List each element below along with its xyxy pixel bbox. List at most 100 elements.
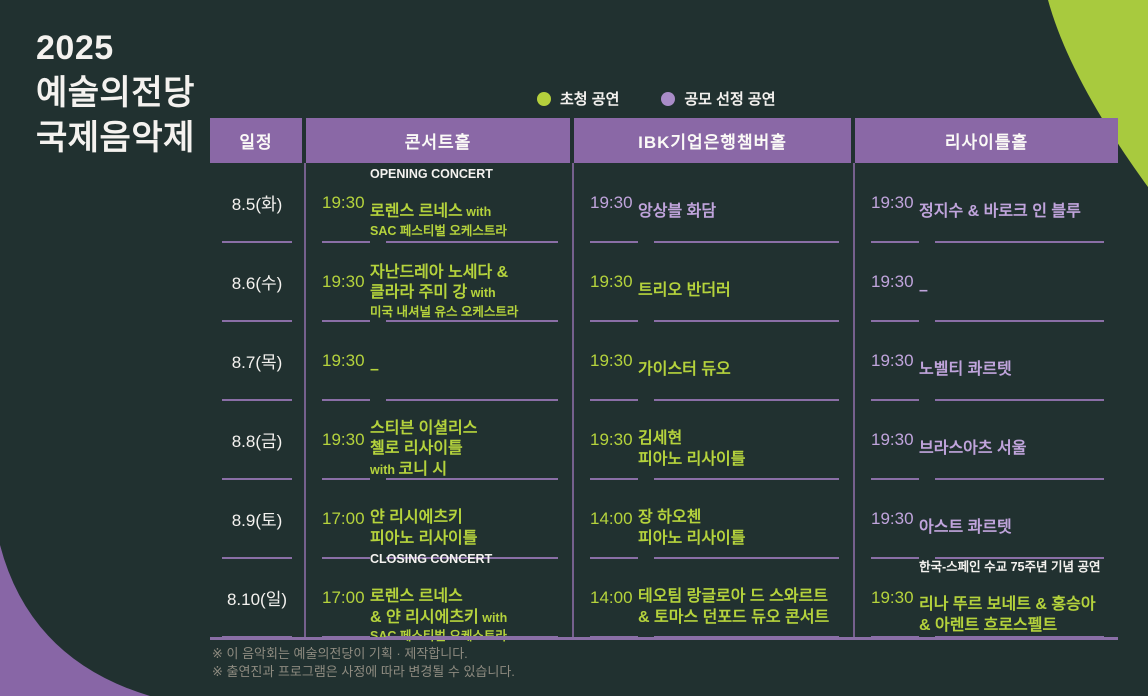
concert-hall-cell: 19:30 자난드레아 노세다 & 클라라 주미 강 with 미국 내셔널 유… <box>304 242 572 322</box>
corner-purple-shape <box>0 545 150 696</box>
legend-item-invited: 초청 공연 <box>537 88 619 109</box>
time-label: 19:30 <box>590 271 633 291</box>
program-note: OPENING CONCERT <box>370 167 493 182</box>
separator <box>386 399 558 401</box>
separator <box>871 478 919 480</box>
separator <box>935 241 1104 243</box>
program-info: 테오팀 랑글로아 드 스와르트 & 토마스 던포드 듀오 콘서트 <box>638 547 843 648</box>
time-label: 17:00 <box>322 508 365 528</box>
separator <box>322 557 370 559</box>
separator <box>222 478 292 480</box>
date-label: 8.9(토) <box>231 511 283 530</box>
program-info: 앙상블 화담 <box>638 162 843 242</box>
date-label: 8.6(수) <box>231 274 283 293</box>
purple-dot-icon <box>661 91 676 106</box>
separator <box>590 399 638 401</box>
program-info: 스티븐 이셜리스 첼로 리사이틀 with 코니 시 <box>370 379 562 500</box>
recital-hall-cell: 19:30 브라스아츠 서울 <box>853 400 1118 480</box>
separator <box>654 478 839 480</box>
recital-hall-cell: 19:30 한국-스페인 수교 75주년 기념 공연 리나 뚜르 보네트 & 홍… <box>853 558 1118 638</box>
date-cell: 8.8(금) <box>210 400 304 480</box>
header-ibk-chamber-hall: IBK기업은행챔버홀 <box>574 118 851 163</box>
program-title: 브라스아츠 서울 <box>919 440 1027 458</box>
footnote-line: ※ 이 음악회는 예술의전당이 기획 · 제작합니다. <box>212 646 468 661</box>
concert-hall-cell: 19:30 OPENING CONCERT 로렌스 르네스 with SAC 페… <box>304 163 572 243</box>
table-header-row: 일정 콘서트홀 IBK기업은행챔버홀 리사이틀홀 <box>210 118 1118 163</box>
program-info: 정지수 & 바로크 인 블루 <box>919 162 1108 242</box>
program-title: 정지수 & 바로크 인 블루 <box>919 203 1081 221</box>
time-label: 14:00 <box>590 587 633 607</box>
time-label: 19:30 <box>871 508 914 528</box>
time-label: 19:30 <box>871 192 914 212</box>
ibk-hall-cell: 19:30 앙상블 화담 <box>572 162 853 243</box>
concert-hall-cell: 17:00 CLOSING CONCERT 로렌스 르네스 & 얀 리시에츠키 … <box>304 552 572 643</box>
program-sub: SAC 페스티벌 오케스트라 <box>370 223 507 238</box>
ibk-hall-cell: 14:00 장 하오첸 피아노 리사이틀 <box>572 479 853 559</box>
time-label: 19:30 <box>322 350 365 370</box>
program-title: 노벨티 콰르텟 <box>919 361 1012 379</box>
recital-hall-cell: 19:30 아스트 콰르텟 <box>853 479 1118 559</box>
with-word: with <box>370 462 399 477</box>
date-label: 8.10(일) <box>226 590 288 609</box>
program-info: 자난드레아 노세다 & 클라라 주미 강 with 미국 내셔널 유스 오케스트… <box>370 223 562 340</box>
program-info: – <box>370 320 562 400</box>
table-bottom-border <box>210 637 1118 640</box>
recital-hall-cell: 19:30 정지수 & 바로크 인 블루 <box>853 162 1118 243</box>
recital-hall-cell: 19:30 – <box>853 241 1118 322</box>
program-info: 트리오 반더러 <box>638 241 843 321</box>
footnotes: ※ 이 음악회는 예술의전당이 기획 · 제작합니다. ※ 출연진과 프로그램은… <box>212 645 515 681</box>
footnote-line: ※ 출연진과 프로그램은 사정에 따라 변경될 수 있습니다. <box>212 664 515 679</box>
separator <box>590 557 638 559</box>
program-title: – <box>370 361 379 379</box>
program-sub: 미국 내셔널 유스 오케스트라 <box>370 304 519 319</box>
ibk-hall-cell: 14:00 테오팀 랑글로아 드 스와르트 & 토마스 던포드 듀오 콘서트 <box>572 558 853 638</box>
festival-title: 2025 예술의전당 국제음악제 <box>36 26 195 161</box>
title-venue: 예술의전당 <box>36 74 195 112</box>
ibk-hall-cell: 19:30 김세현 피아노 리사이틀 <box>572 400 853 480</box>
title-festival: 국제음악제 <box>36 119 195 157</box>
time-label: 19:30 <box>590 429 633 449</box>
ibk-hall-cell: 19:30 트리오 반더러 <box>572 241 853 322</box>
program-note: CLOSING CONCERT <box>370 551 493 566</box>
separator <box>871 241 919 243</box>
program-title-2: 코니 시 <box>398 460 448 478</box>
program-title: – <box>919 282 928 300</box>
header-date: 일정 <box>210 118 302 163</box>
separator <box>386 241 558 243</box>
title-year: 2025 <box>36 29 114 67</box>
date-label: 8.7(목) <box>231 353 283 372</box>
program-info: 김세현 피아노 리사이틀 <box>638 389 843 490</box>
date-cell: 8.7(목) <box>210 321 304 401</box>
concert-hall-cell: 19:30 – <box>304 320 572 401</box>
table-body: 8.5(화) 19:30 OPENING CONCERT 로렌스 르네스 wit… <box>210 162 1118 643</box>
time-label: 19:30 <box>322 271 365 291</box>
header-recital-hall: 리사이틀홀 <box>855 118 1118 163</box>
separator <box>222 241 292 243</box>
time-label: 19:30 <box>871 429 914 449</box>
date-cell: 8.9(토) <box>210 479 304 559</box>
time-label: 19:30 <box>871 271 914 291</box>
schedule-table: 일정 콘서트홀 IBK기업은행챔버홀 리사이틀홀 8.5(화) 19:30 OP… <box>210 118 1118 643</box>
legend: 초청 공연 공모 선정 공연 <box>537 88 776 109</box>
legend-invited-label: 초청 공연 <box>560 91 620 108</box>
separator <box>590 241 638 243</box>
separator <box>386 320 558 322</box>
separator <box>322 241 370 243</box>
concert-hall-cell: 19:30 스티븐 이셜리스 첼로 리사이틀 with 코니 시 <box>304 400 572 480</box>
program-info: 한국-스페인 수교 75주년 기념 공연 리나 뚜르 보네트 & 홍승아 & 아… <box>919 539 1108 656</box>
program-title: 김세현 피아노 리사이틀 <box>638 430 746 468</box>
time-label: 19:30 <box>322 192 365 212</box>
separator <box>386 557 558 559</box>
time-label: 14:00 <box>590 508 633 528</box>
date-cell: 8.5(화) <box>210 163 304 243</box>
program-note: 한국-스페인 수교 75주년 기념 공연 <box>919 559 1101 574</box>
program-info: – <box>919 241 1108 321</box>
separator <box>935 320 1104 322</box>
program-info: 장 하오첸 피아노 리사이틀 <box>638 468 843 569</box>
date-label: 8.5(화) <box>231 195 283 214</box>
date-cell: 8.6(수) <box>210 242 304 322</box>
separator <box>871 320 919 322</box>
program-title: 앙상블 화담 <box>638 203 717 221</box>
with-word: with <box>467 286 496 301</box>
program-title: 스티븐 이셜리스 첼로 리사이틀 <box>370 419 478 458</box>
